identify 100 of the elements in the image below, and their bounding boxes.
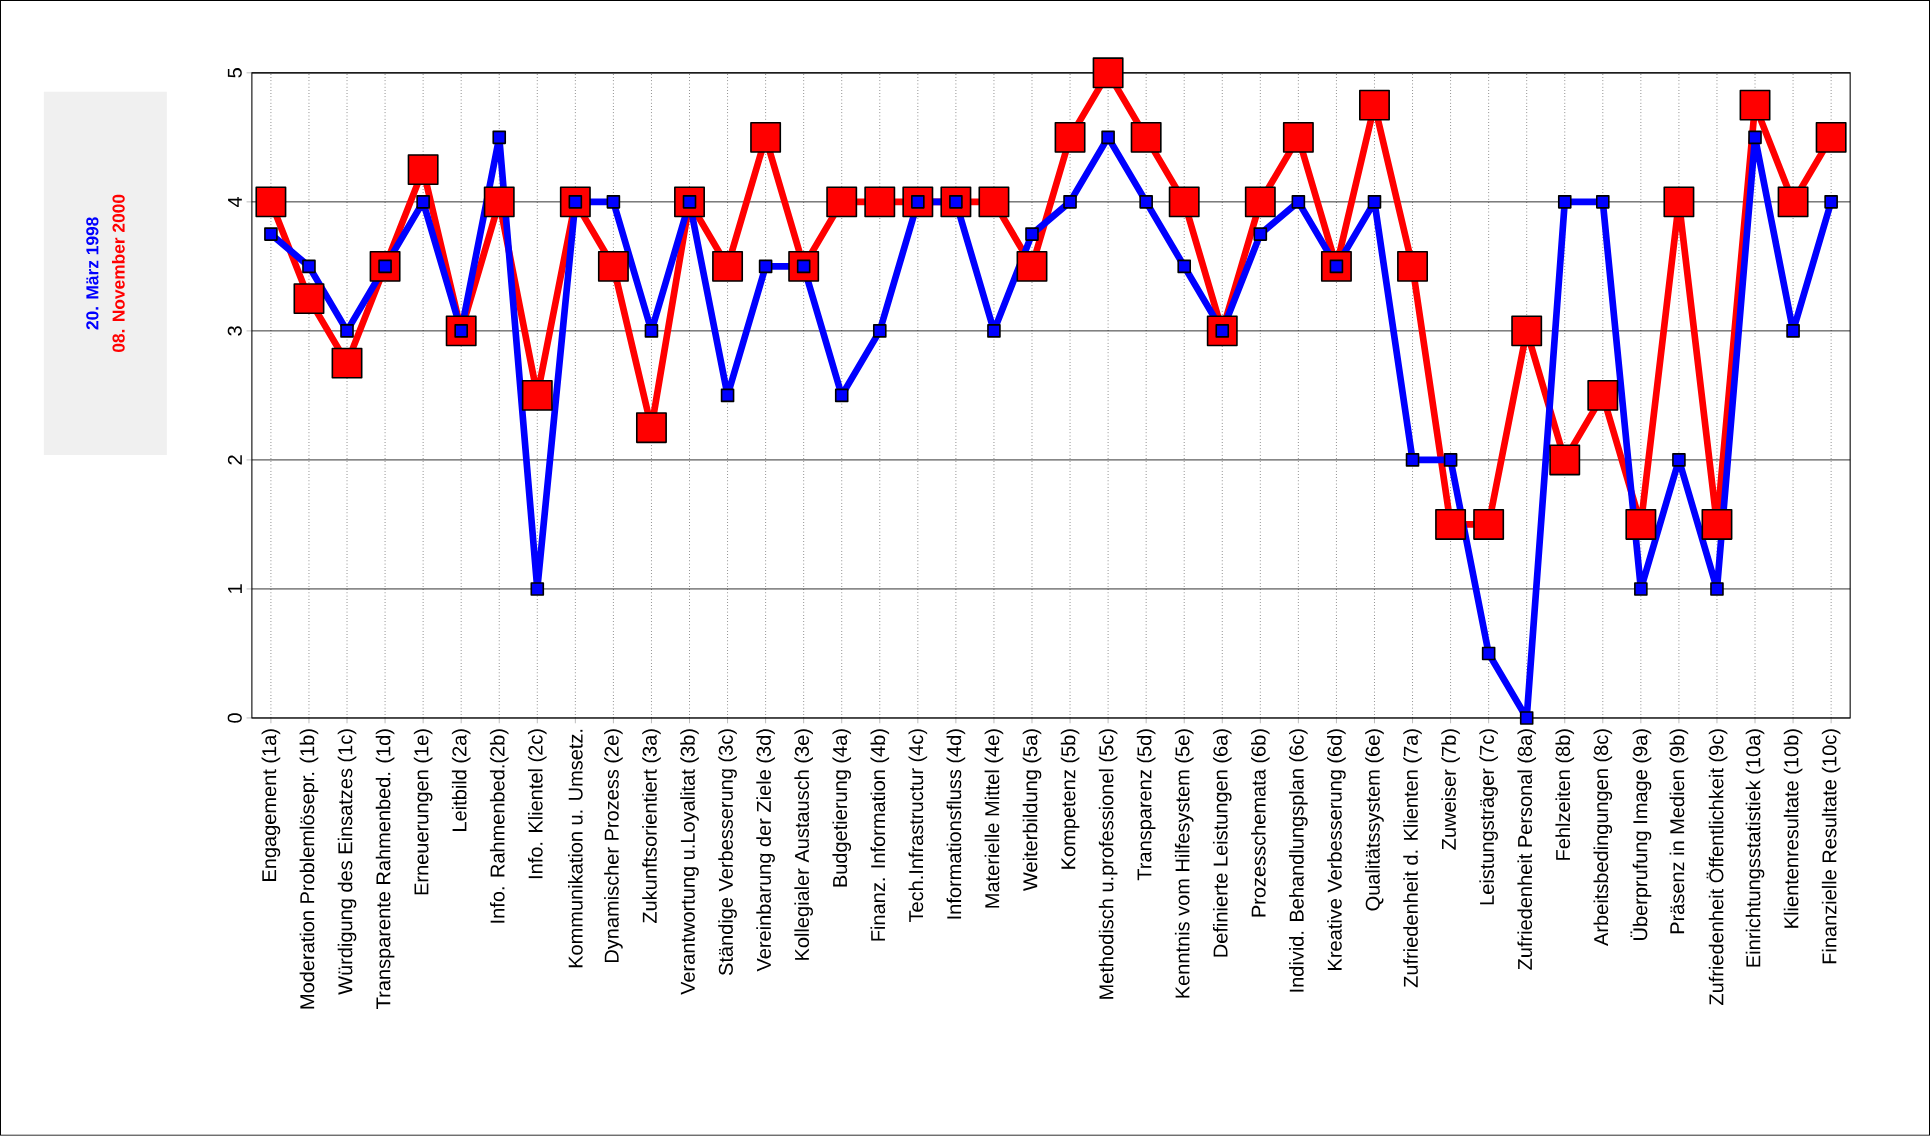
- y-tick-label: 5: [227, 68, 242, 78]
- x-tick-label: Zufriedenheit Öffentlichkeit (9c): [1706, 729, 1728, 1006]
- point: [530, 582, 545, 596]
- x-tick-label: Finanzielle Resultate (10c): [1821, 729, 1841, 964]
- x-tick-label: Erneuerungen (1e): [413, 729, 433, 895]
- x-tick-label: Klientenresultate (10b): [1783, 729, 1803, 928]
- x-tick-label: Überprufung Image (9a): [1630, 729, 1652, 940]
- point: [796, 259, 811, 274]
- text: 08. November 2000: [111, 194, 125, 353]
- x-tick-label: Weiterbildung (5a): [1022, 729, 1042, 892]
- x-tick-label: Fehlzeiten (8b): [1555, 729, 1575, 860]
- point: [1663, 186, 1695, 218]
- x-tick-label: Info. Klientel (2c): [527, 729, 547, 879]
- point: [1557, 195, 1572, 209]
- point: [1435, 509, 1467, 540]
- point: [750, 121, 782, 153]
- point: [949, 195, 963, 209]
- point: [597, 250, 629, 282]
- point: [1215, 324, 1230, 338]
- point: [1177, 259, 1192, 274]
- point: [1016, 250, 1048, 282]
- point: [416, 195, 430, 209]
- x-tick-label: Info. Rahmenbed.(2b): [489, 729, 509, 923]
- x-tick-label: Ständige Verbesserung (3c): [718, 729, 737, 976]
- y-tick-label: 2: [227, 455, 242, 465]
- point: [293, 283, 325, 315]
- text: 20. März 1998: [86, 217, 99, 330]
- x-tick-label: Zufriedenheit d. Klienten (7a): [1403, 729, 1422, 988]
- point: [1710, 582, 1724, 596]
- x-tick-label: Arbeitsbedingungen (8c): [1593, 729, 1613, 946]
- x-tick-label: Kompetenz (5b): [1060, 729, 1080, 869]
- point: [1063, 195, 1077, 209]
- point: [1625, 509, 1657, 540]
- point: [834, 388, 849, 403]
- point: [644, 324, 659, 338]
- point: [1596, 195, 1610, 209]
- y-tick-label: 0: [227, 713, 242, 723]
- x-tick-label: Qualitätssystem (6e): [1365, 729, 1384, 911]
- point: [454, 324, 468, 338]
- point: [826, 186, 858, 218]
- x-tick-label: Tech.Infrastructur (4c): [908, 729, 928, 923]
- point: [1359, 89, 1390, 121]
- point: [264, 227, 278, 241]
- point: [340, 324, 354, 338]
- point: [1367, 195, 1382, 209]
- point: [1587, 379, 1619, 411]
- point: [1397, 250, 1429, 282]
- point: [864, 186, 896, 218]
- x-tick-label: Definierte Leistungen (6a): [1212, 729, 1232, 957]
- point: [1481, 646, 1496, 661]
- point: [1634, 582, 1648, 596]
- point: [1101, 130, 1115, 145]
- point: [1473, 509, 1505, 540]
- x-tick-label: Finanz. Information (4b): [870, 729, 890, 941]
- x-tick-label: Prozesschemata (6b): [1251, 729, 1270, 917]
- x-tick-label: Verantwortung u.Loyalitat (3b): [680, 729, 699, 995]
- point: [1511, 315, 1543, 347]
- x-tick-label: Transparente Rahmenbed. (1d): [375, 729, 395, 1009]
- x-tick-label: Leitbild (2a): [451, 729, 471, 831]
- point: [331, 347, 363, 379]
- point: [1777, 186, 1809, 218]
- x-tick-label: Zukunftsorientiert (3a): [642, 729, 661, 924]
- point: [1815, 121, 1847, 153]
- point: [1282, 121, 1314, 153]
- point: [1025, 227, 1039, 241]
- point: [1329, 259, 1344, 274]
- point: [255, 186, 287, 218]
- point: [712, 250, 744, 282]
- x-tick-label: Kenntnis vom Hilfesystem (5e): [1174, 729, 1194, 998]
- x-tick-label: Engagement (1a): [261, 729, 281, 881]
- x-tick-label: Kollegialer Austausch (3e): [794, 729, 813, 960]
- x-tick-label: Materielle Mittel (4e): [984, 729, 1004, 908]
- point: [302, 259, 316, 274]
- x-tick-label: Präsenz in Medien (9b): [1669, 729, 1689, 934]
- x-tick-label: Kommunikation u. Umsetz.: [568, 729, 583, 968]
- point: [492, 130, 507, 145]
- x-tick-label: Dynamischer Prozess (2e): [604, 729, 623, 963]
- point: [758, 259, 773, 274]
- point: [1701, 509, 1733, 540]
- point: [1244, 186, 1276, 218]
- point: [1748, 130, 1762, 145]
- point: [1130, 121, 1162, 153]
- y-tick-label: 4: [228, 196, 242, 208]
- point: [1672, 453, 1686, 467]
- point: [635, 412, 667, 444]
- point: [987, 324, 1001, 338]
- point: [568, 195, 583, 209]
- x-tick-label: Informationsfluss (4d): [946, 729, 966, 919]
- point: [1405, 453, 1420, 467]
- point: [1786, 324, 1800, 338]
- point: [720, 388, 735, 403]
- point: [606, 195, 621, 209]
- x-tick-label: Zufriedenheit Personal (8a): [1517, 729, 1537, 970]
- point: [1739, 89, 1771, 121]
- x-tick-label: Moderation Problemlösepr. (1b): [299, 729, 319, 1009]
- point: [378, 259, 392, 274]
- point: [1291, 195, 1306, 209]
- x-tick-label: Würdigung des Einsatzes (1c): [337, 729, 357, 995]
- y-tick-label: 1: [228, 584, 242, 594]
- point: [1168, 186, 1200, 218]
